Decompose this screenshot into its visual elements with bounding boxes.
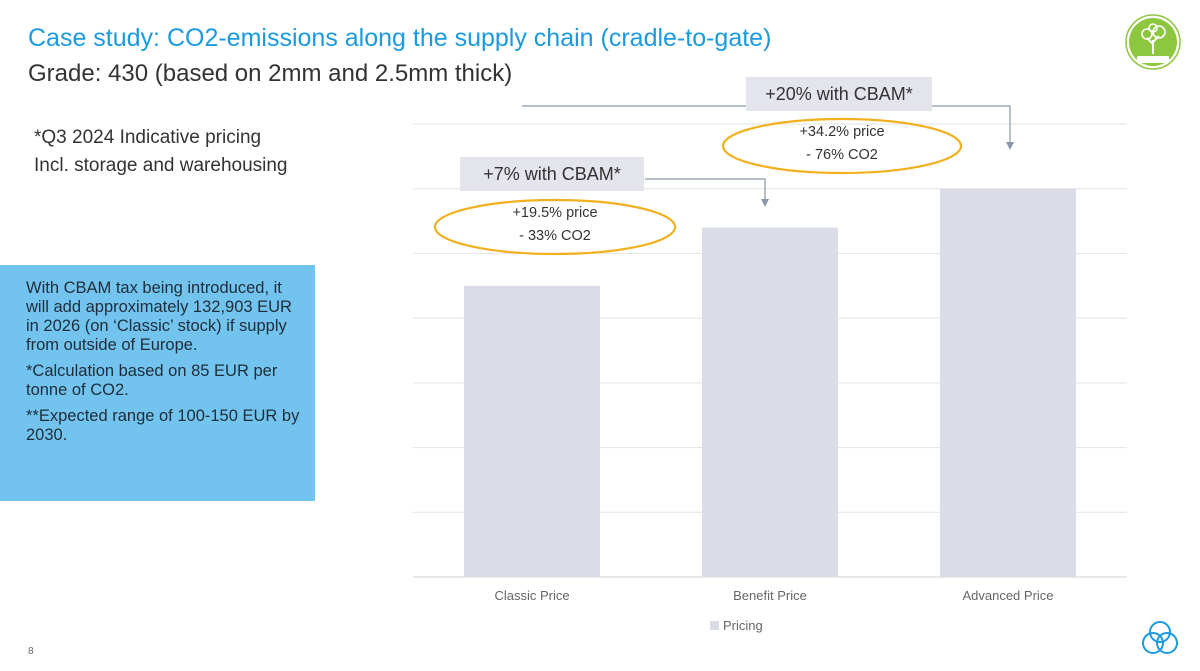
calculation-note: *Calculation based on 85 EUR per tonne o… xyxy=(26,362,278,399)
pricing-note: *Q3 2024 Indicative pricing Incl. storag… xyxy=(34,124,288,180)
pricing-note-line1: *Q3 2024 Indicative pricing xyxy=(34,127,262,148)
x-tick-label: Advanced Price xyxy=(962,588,1053,603)
page-number: 8 xyxy=(28,646,34,657)
cbam-info-box: With CBAM tax being introduced, it will … xyxy=(0,265,315,501)
x-tick-label: Classic Price xyxy=(494,588,569,603)
benefit-cbam-label: +7% with CBAM* xyxy=(460,157,644,191)
benefit-co2-change: - 33% CO2 xyxy=(519,228,591,244)
bar-advanced-price xyxy=(940,188,1076,577)
slide-subtitle: Grade: 430 (based on 2mm and 2.5mm thick… xyxy=(28,60,513,87)
sustainability-logo xyxy=(1125,14,1181,70)
chart-bars xyxy=(464,188,1076,578)
annotation-ellipses xyxy=(433,117,963,256)
advanced-change-ellipse xyxy=(721,117,963,175)
brand-logo-icon xyxy=(1142,621,1178,654)
chart-annotation-arrows xyxy=(522,105,1014,207)
benefit-cbam-arrowhead xyxy=(761,199,769,207)
legend-label-pricing: Pricing xyxy=(723,618,763,633)
advanced-cbam-label: +20% with CBAM* xyxy=(746,77,932,111)
cbam-info-paragraph: With CBAM tax being introduced, it will … xyxy=(26,279,292,354)
pricing-note-line2: Incl. storage and warehousing xyxy=(34,155,288,176)
bar-benefit-price xyxy=(702,227,838,578)
legend-swatch-pricing xyxy=(710,621,719,630)
benefit-change-ellipse xyxy=(433,198,677,256)
bar-classic-price xyxy=(464,285,600,577)
advanced-co2-change: - 76% CO2 xyxy=(806,147,878,163)
chart-legend: Pricing xyxy=(710,618,763,633)
benefit-price-change: +19.5% price xyxy=(512,205,598,221)
advanced-cbam-arrowhead xyxy=(1006,142,1014,150)
chart-category-labels: Classic Price Benefit Price Advanced Price xyxy=(494,588,1053,603)
benefit-change-text: +19.5% price - 33% CO2 xyxy=(470,202,640,248)
advanced-change-text: +34.2% price - 76% CO2 xyxy=(757,121,927,167)
advanced-price-change: +34.2% price xyxy=(799,124,885,140)
benefit-cbam-arrow xyxy=(645,178,766,200)
slide-title: Case study: CO2-emissions along the supp… xyxy=(28,24,772,52)
x-tick-label: Benefit Price xyxy=(733,588,807,603)
advanced-cbam-arrow-right xyxy=(932,105,1011,143)
expected-range-note: **Expected range of 100-150 EUR by 2030. xyxy=(26,407,300,444)
